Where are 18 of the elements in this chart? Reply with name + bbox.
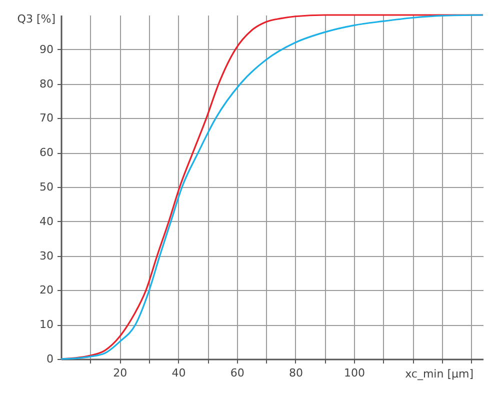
- line-series: [60, 14, 484, 360]
- x-tick-label: 40: [172, 366, 186, 380]
- x-tick-label: 60: [230, 366, 244, 380]
- y-tick-label: 20: [40, 284, 54, 297]
- x-tick-label: 100: [344, 366, 366, 380]
- y-axis-title: Q3 [%]: [17, 12, 56, 26]
- y-tick-label: 10: [40, 318, 54, 332]
- y-tick-label: 90: [40, 42, 54, 56]
- y-tick-label: 70: [40, 112, 54, 125]
- y-tick-label: 0: [46, 352, 54, 366]
- y-tick-label: 50: [40, 180, 54, 194]
- y-tick-label: 30: [40, 249, 54, 262]
- y-tick-label: 60: [40, 146, 54, 160]
- y-tick-label: 40: [40, 214, 54, 228]
- x-tick-label: 20: [113, 366, 128, 380]
- y-tick-label: 80: [40, 77, 54, 90]
- x-axis-title: xc_min [µm]: [405, 368, 474, 380]
- x-tick-label: 80: [288, 366, 303, 380]
